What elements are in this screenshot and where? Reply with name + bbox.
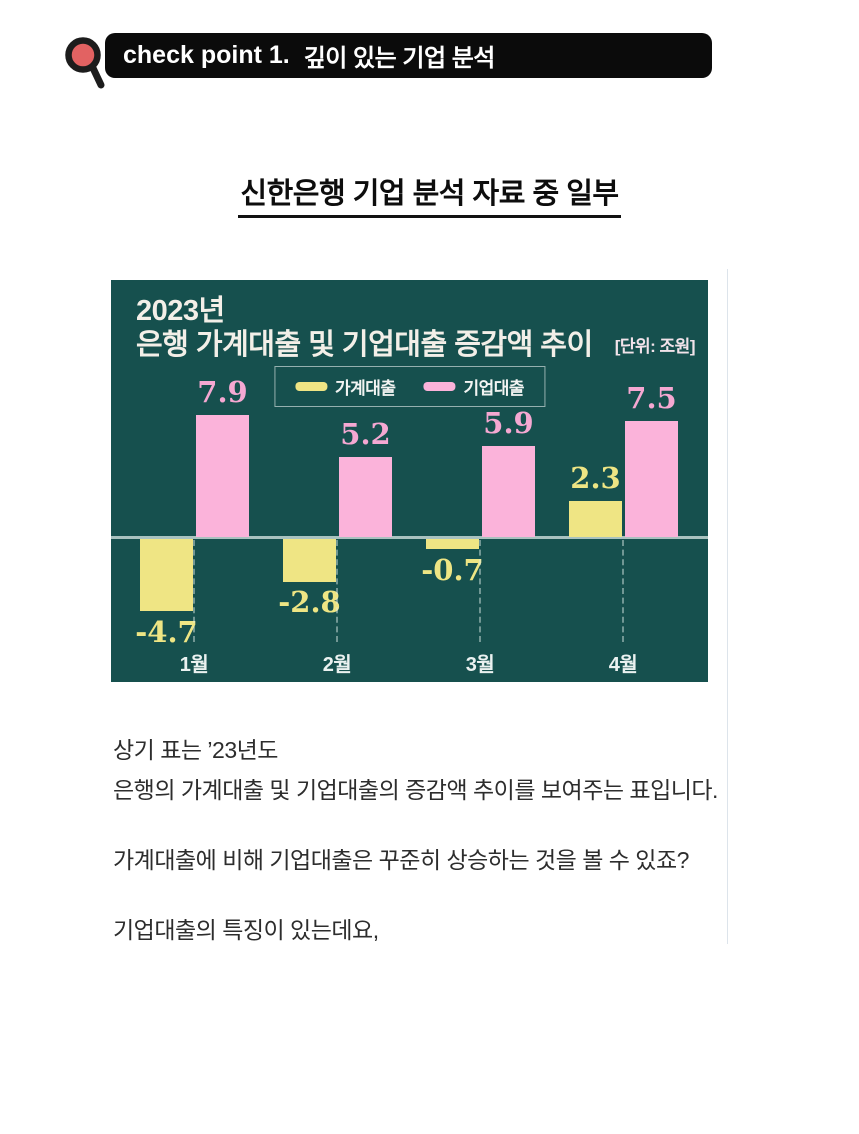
corporate-swatch-icon [423, 382, 456, 391]
household-value-label: -0.7 [421, 552, 484, 587]
zero-axis-line [111, 536, 708, 539]
chart-title: 2023년 은행 가계대출 및 기업대출 증감액 추이 [136, 294, 593, 362]
month-label-2: 2월 [322, 654, 352, 676]
household-bar-2월 [283, 538, 336, 582]
household-value-label: -4.7 [135, 614, 198, 649]
dashed-gridline [336, 540, 338, 642]
body-paragraph: 기업대출의 특징이 있는데요, [113, 917, 379, 943]
chart-unit-label: [단위: 조원] [614, 337, 696, 356]
household-bar-4월 [569, 501, 622, 537]
body-paragraph: 가계대출에 비해 기업대출은 꾸준히 상승하는 것을 볼 수 있죠? [113, 847, 689, 873]
legend-item-corporate: 기업대출 [423, 374, 525, 399]
dashed-gridline [479, 540, 481, 642]
doc-title-wrap: 신한은행 기업 분석 자료 중 일부 [0, 170, 859, 218]
corporate-value-label: 7.5 [626, 381, 677, 416]
dashed-gridline [193, 540, 195, 642]
corporate-value-label: 5.2 [340, 416, 391, 451]
corporate-bar-1월 [196, 414, 249, 537]
body-paragraph: 은행의 가계대출 및 기업대출의 증감액 추이를 보여주는 표입니다. [113, 777, 718, 803]
corporate-value-label: 5.9 [483, 405, 534, 440]
household-value-label: 2.3 [570, 461, 621, 496]
banner-title: 깊이 있는 기업 분석 [303, 45, 496, 72]
legend-item-household: 가계대출 [294, 374, 396, 399]
month-label-1: 1월 [179, 654, 209, 676]
dashed-gridline [622, 540, 624, 642]
content-divider-line [727, 269, 728, 944]
page-title: 신한은행 기업 분석 자료 중 일부 [238, 170, 621, 218]
household-swatch-icon [294, 382, 327, 391]
chart-legend: 가계대출 기업대출 [273, 366, 546, 407]
corporate-bar-3월 [482, 445, 535, 537]
legend-label-corporate: 기업대출 [463, 379, 525, 398]
checkpoint-banner: check point 1. 깊이 있는 기업 분석 [105, 33, 712, 78]
corporate-bar-2월 [339, 456, 392, 537]
corporate-value-label: 7.9 [197, 374, 248, 409]
body-paragraph: 상기 표는 ’23년도 [113, 737, 278, 763]
chart-title-line2: 은행 가계대출 및 기업대출 증감액 추이 [136, 329, 593, 361]
household-value-label: -2.8 [278, 585, 341, 620]
household-bar-3월 [426, 538, 479, 550]
chart-title-line1: 2023년 [136, 295, 225, 327]
chart-plot-area: -4.7 7.9 1월 -2.8 5.2 2월 -0.7 5.9 3월 2.3 7.5 4월 [111, 280, 708, 682]
household-bar-1월 [140, 538, 193, 612]
legend-label-household: 가계대출 [334, 379, 396, 398]
corporate-bar-4월 [625, 421, 678, 537]
month-label-3: 3월 [465, 654, 495, 676]
magnifier-icon [65, 37, 105, 89]
banner-prefix: check point 1. [123, 41, 290, 69]
month-label-4: 4월 [608, 654, 638, 676]
loan-trend-chart: 2023년 은행 가계대출 및 기업대출 증감액 추이 [단위: 조원] 가계대… [111, 280, 708, 682]
